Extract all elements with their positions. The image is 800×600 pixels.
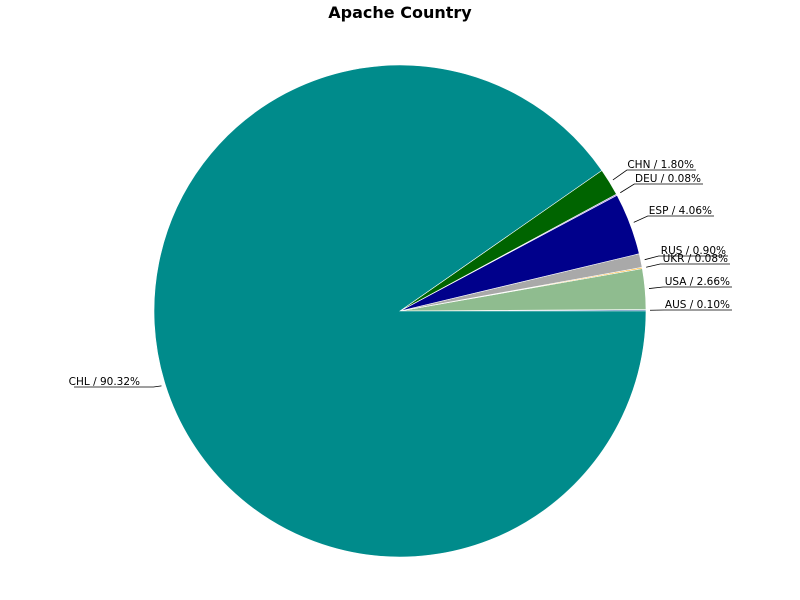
slice-label-deu: DEU / 0.08%: [635, 173, 701, 185]
slice-label-aus: AUS / 0.10%: [665, 299, 730, 311]
slice-label-usa: USA / 2.66%: [665, 276, 730, 288]
leader-line-deu: [620, 183, 703, 194]
pie-slices: [153, 64, 647, 558]
leader-line-ukr: [646, 263, 730, 268]
pie-slice-chl: [153, 64, 647, 558]
slice-label-esp: ESP / 4.06%: [649, 205, 712, 217]
pie-labels: AUS / 0.10%USA / 2.66%UKR / 0.08%RUS / 0…: [69, 159, 732, 388]
slice-label-chl: CHL / 90.32%: [69, 376, 140, 388]
chart-title: Apache Country: [328, 3, 472, 22]
slice-label-rus: RUS / 0.90%: [661, 245, 726, 257]
slice-label-chn: CHN / 1.80%: [627, 159, 694, 171]
leader-line-esp: [633, 215, 714, 223]
leader-line-chn: [612, 169, 696, 181]
leader-line-chl: [74, 385, 162, 388]
leader-line-usa: [648, 286, 732, 289]
leader-line-rus: [644, 255, 728, 261]
